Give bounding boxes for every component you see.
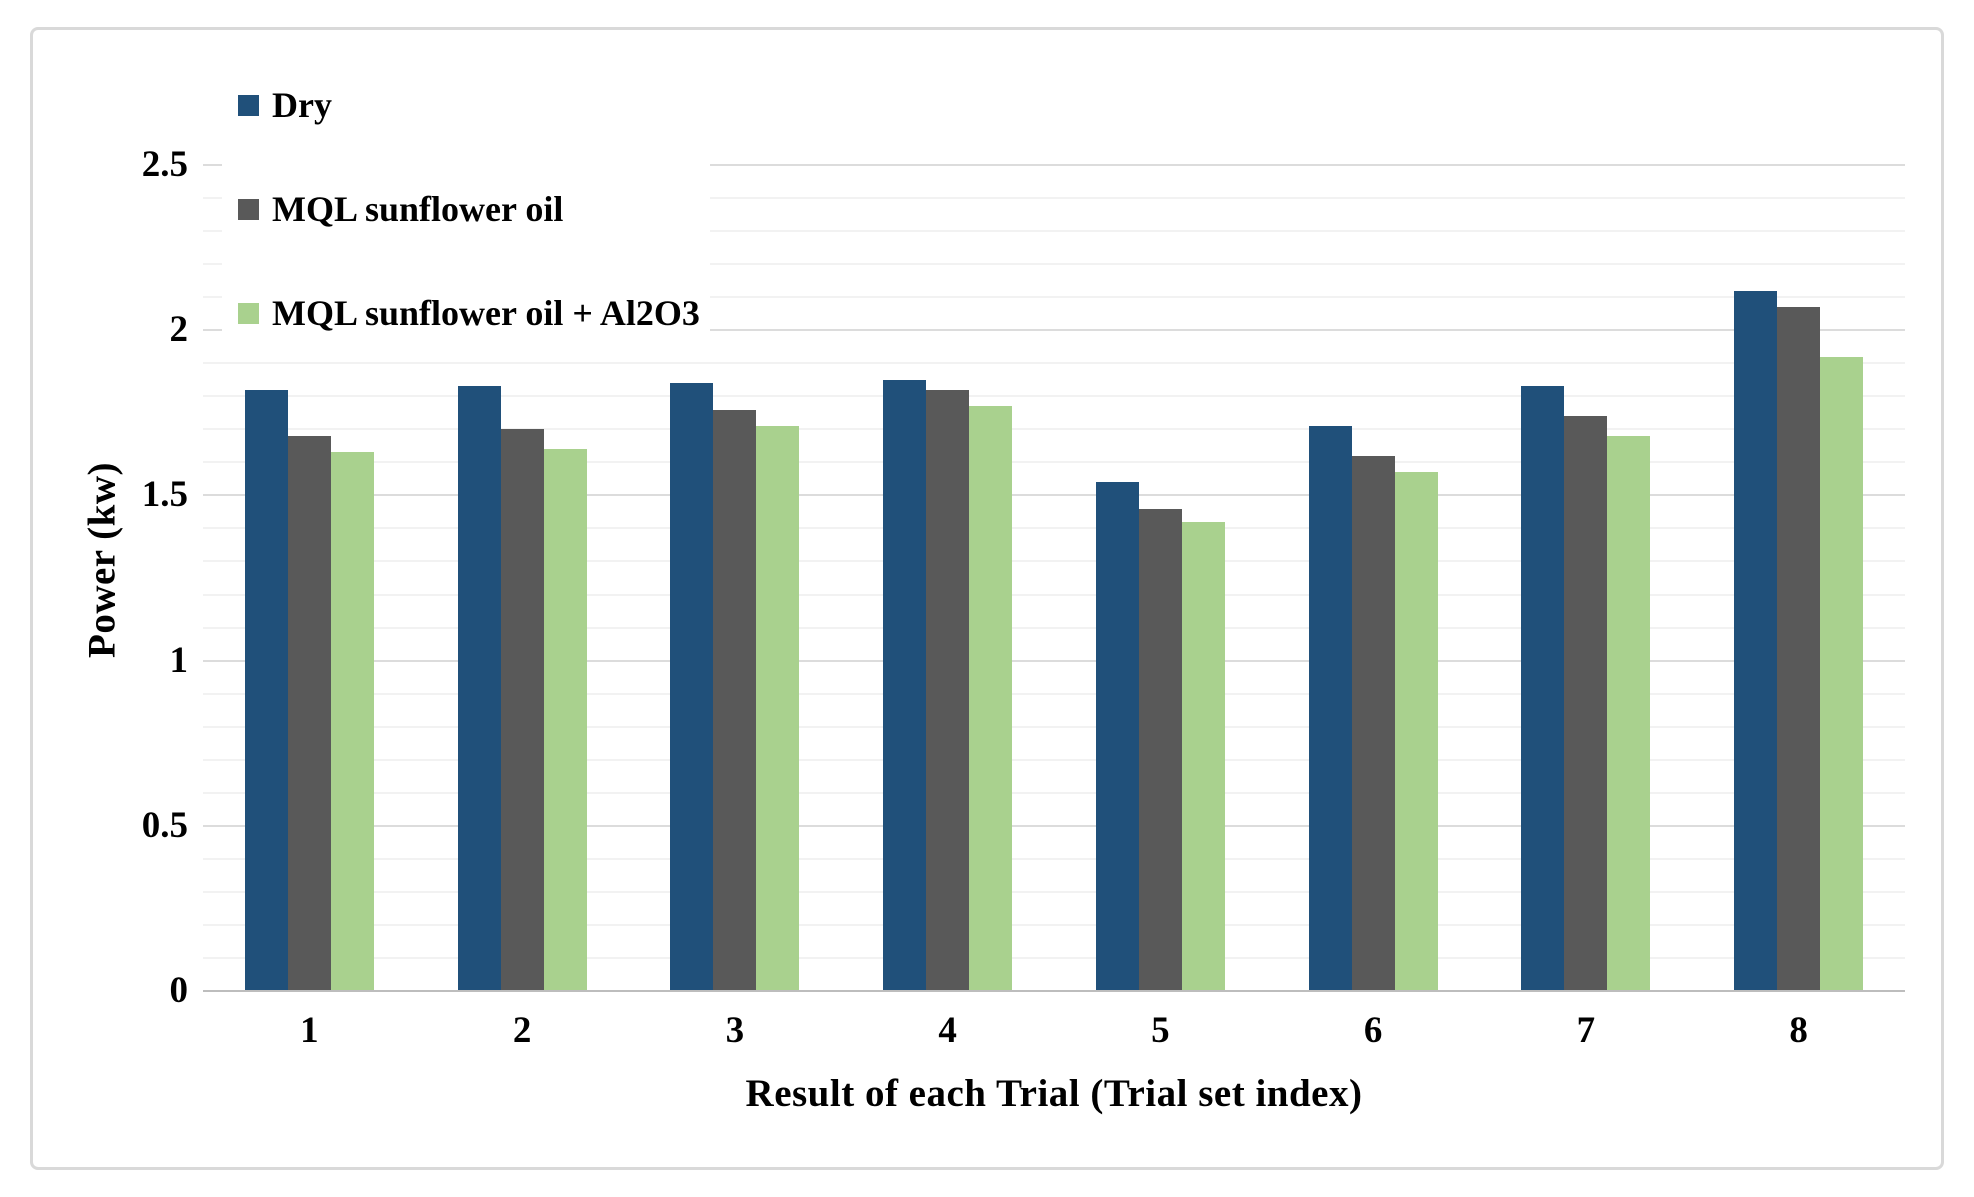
- minor-gridline: [203, 560, 1905, 563]
- y-tick-label: 2: [169, 309, 189, 351]
- bar-series2-trial3: [713, 409, 757, 991]
- bar-series2-trial6: [1351, 455, 1395, 991]
- y-tick-label: 2.5: [141, 144, 188, 185]
- bar-series1-trial6: [1308, 426, 1352, 991]
- bar-series1-trial5: [1095, 482, 1139, 991]
- major-gridline: [203, 494, 1905, 497]
- minor-gridline: [203, 857, 1905, 860]
- x-tick-label: 3: [725, 1010, 745, 1051]
- x-tick-label: 2: [512, 1010, 532, 1051]
- plot-area: [203, 164, 1905, 992]
- minor-gridline: [203, 197, 1905, 200]
- minor-gridline: [203, 791, 1905, 794]
- bar-series2-trial8: [1777, 307, 1821, 991]
- legend-swatch-icon: [238, 94, 259, 116]
- minor-gridline: [203, 593, 1905, 596]
- legend-label: MQL sunflower oil + Al2O3: [272, 293, 700, 333]
- x-tick-label: 4: [938, 1010, 957, 1051]
- minor-gridline: [203, 626, 1905, 629]
- legend-label: Dry: [272, 85, 332, 125]
- bar-series3-trial5: [1181, 521, 1225, 991]
- x-tick-label: 8: [1789, 1010, 1808, 1051]
- minor-gridline: [203, 395, 1905, 398]
- legend: Dry MQL sunflower oil MQL sunflower oil + …: [222, 56, 710, 354]
- minor-gridline: [203, 296, 1905, 299]
- minor-gridline: [203, 890, 1905, 893]
- legend-item: MQL sunflower oil: [238, 188, 710, 230]
- major-gridline: [203, 824, 1905, 827]
- minor-gridline: [203, 527, 1905, 530]
- legend-item: Dry: [238, 84, 710, 126]
- minor-gridline: [203, 956, 1905, 959]
- bar-series1-trial2: [457, 386, 501, 991]
- y-tick-label: 1: [169, 639, 189, 681]
- major-gridline: [203, 164, 1905, 166]
- bar-series3-trial1: [330, 452, 374, 991]
- bar-series2-trial5: [1138, 508, 1182, 991]
- y-tick-label: 0.5: [141, 804, 188, 846]
- legend-swatch-icon: [238, 302, 259, 324]
- minor-gridline: [203, 428, 1905, 431]
- x-tick-label: 6: [1363, 1010, 1383, 1051]
- minor-gridline: [203, 725, 1905, 728]
- y-tick-label: 0: [169, 970, 189, 1011]
- x-tick-label: 1: [300, 1010, 319, 1051]
- major-gridline: [203, 659, 1905, 662]
- minor-gridline: [203, 362, 1905, 365]
- bar-series1-trial1: [244, 389, 288, 991]
- bar-series2-trial7: [1564, 416, 1608, 991]
- legend-item: MQL sunflower oil + Al2O3: [238, 292, 710, 334]
- legend-swatch-icon: [238, 198, 259, 220]
- minor-gridline: [203, 263, 1905, 266]
- bar-series1-trial4: [883, 379, 927, 991]
- bar-series2-trial1: [287, 435, 331, 991]
- x-tick-label: 5: [1151, 1010, 1170, 1051]
- x-axis-line: [203, 990, 1905, 992]
- bar-series3-trial4: [969, 406, 1013, 991]
- bar-series1-trial8: [1734, 290, 1778, 991]
- bar-series3-trial8: [1820, 356, 1864, 991]
- bar-series1-trial3: [670, 383, 714, 991]
- major-gridline: [203, 329, 1905, 332]
- bar-series3-trial2: [543, 449, 587, 991]
- x-axis-title: Result of each Trial (Trial set index): [745, 1072, 1363, 1115]
- bar-series2-trial4: [926, 389, 970, 991]
- minor-gridline: [203, 923, 1905, 926]
- minor-gridline: [203, 461, 1905, 464]
- minor-gridline: [203, 758, 1905, 761]
- legend-label: MQL sunflower oil: [272, 189, 564, 229]
- bar-series3-trial3: [756, 426, 800, 991]
- x-tick-label: 7: [1576, 1010, 1596, 1051]
- bar-series3-trial6: [1394, 472, 1438, 991]
- minor-gridline: [203, 692, 1905, 695]
- bar-series3-trial7: [1607, 435, 1651, 991]
- bar-series2-trial2: [500, 429, 544, 991]
- y-tick-label: 1.5: [141, 474, 188, 516]
- minor-gridline: [203, 230, 1905, 233]
- bar-series1-trial7: [1521, 386, 1565, 991]
